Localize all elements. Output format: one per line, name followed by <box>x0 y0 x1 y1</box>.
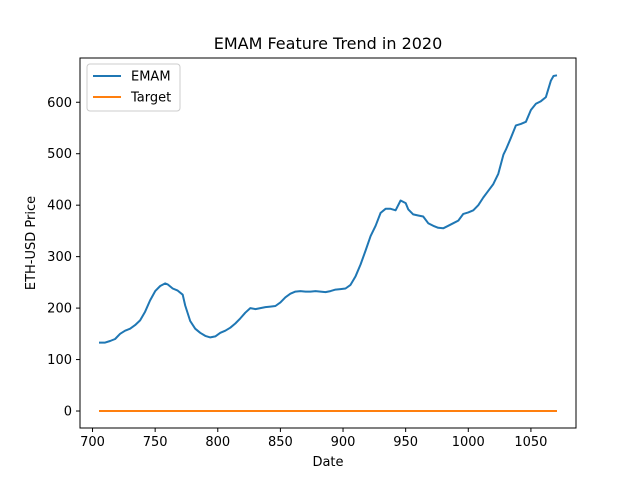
plot-area <box>79 57 577 429</box>
y-tick-label: 600 <box>47 96 72 111</box>
x-tick-label: 900 <box>331 435 356 450</box>
plot-frame <box>79 57 577 429</box>
y-tick-label: 400 <box>47 199 72 214</box>
y-axis-label: ETH-USD Price <box>24 196 39 290</box>
x-tick-label: 700 <box>80 435 105 450</box>
x-axis: 700 750 800 850 900 950 1000 1050 <box>80 428 547 450</box>
legend-label-emam: EMAM <box>131 70 171 85</box>
y-tick-label: 200 <box>47 302 72 317</box>
x-tick-label: 750 <box>143 435 168 450</box>
y-tick-label: 500 <box>47 147 72 162</box>
y-tick-label: 300 <box>47 250 72 265</box>
x-tick-label: 1050 <box>514 435 547 450</box>
legend: EMAM Target <box>86 63 181 112</box>
x-tick-label: 800 <box>205 435 230 450</box>
x-tick-label: 950 <box>393 435 418 450</box>
x-tick-label: 1000 <box>452 435 485 450</box>
series-line-emam <box>99 74 558 344</box>
x-tick-label: 850 <box>268 435 293 450</box>
chart-title: EMAM Feature Trend in 2020 <box>214 34 443 53</box>
y-tick-label: 100 <box>47 353 72 368</box>
series-layer <box>99 74 558 412</box>
legend-label-target: Target <box>130 91 171 106</box>
y-axis: 0 100 200 300 400 500 600 <box>47 96 80 420</box>
y-tick-label: 0 <box>64 405 72 420</box>
x-axis-label: Date <box>312 455 343 470</box>
